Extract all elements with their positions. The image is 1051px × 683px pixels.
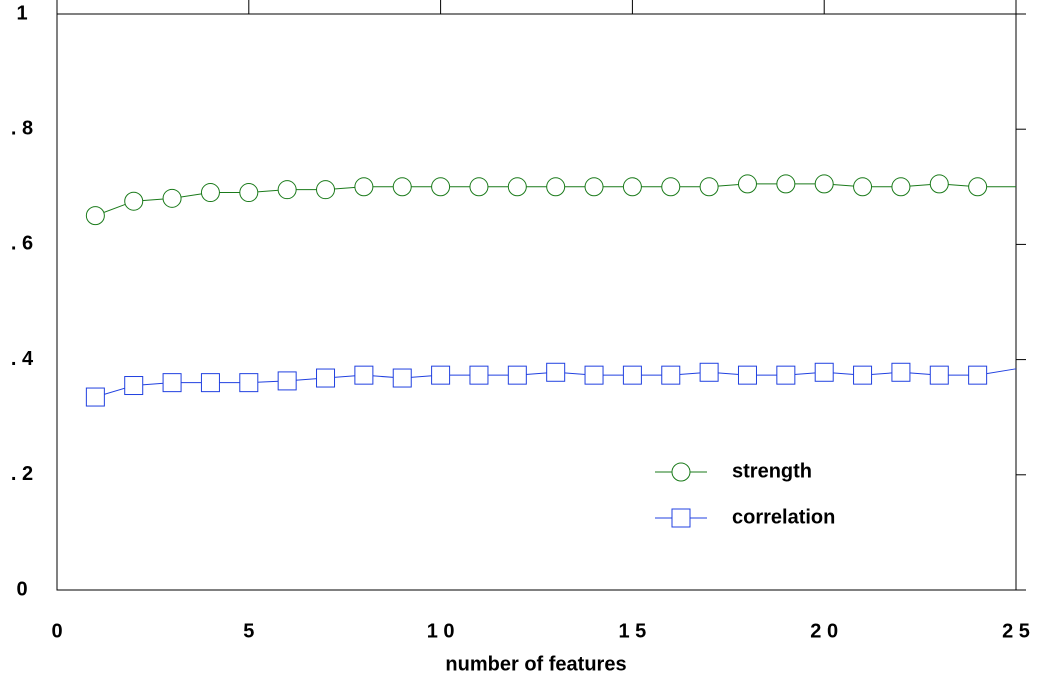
x-tick-label: 2 5 [1002, 620, 1030, 642]
point [968, 177, 988, 197]
point [392, 368, 412, 388]
point [737, 174, 757, 194]
point [124, 191, 144, 211]
point [776, 174, 796, 194]
point [507, 365, 527, 385]
point [814, 362, 834, 382]
point [814, 174, 834, 194]
point [699, 362, 719, 382]
point [277, 371, 297, 391]
point [162, 188, 182, 208]
x-tick-label: 0 [51, 620, 62, 642]
point [431, 365, 451, 385]
point [85, 206, 105, 226]
point [277, 180, 297, 200]
point [354, 365, 374, 385]
x-tick-label: 2 0 [810, 620, 838, 642]
point [699, 177, 719, 197]
x-tick-label: 5 [243, 620, 254, 642]
point [929, 174, 949, 194]
point [584, 365, 604, 385]
y-tick-label: 1 [16, 2, 27, 24]
point [661, 365, 681, 385]
point [661, 177, 681, 197]
x-tick-label: 1 0 [427, 620, 455, 642]
point [239, 183, 259, 203]
legend-marker [671, 508, 691, 528]
point [737, 365, 757, 385]
point [85, 387, 105, 407]
point [929, 365, 949, 385]
y-tick-label: 0 [16, 578, 27, 600]
point [124, 376, 144, 396]
point [469, 177, 489, 197]
point [507, 177, 527, 197]
y-tick-label: . 2 [11, 463, 33, 485]
point [316, 180, 336, 200]
plot-frame [56, 13, 1017, 591]
point [891, 177, 911, 197]
point [546, 362, 566, 382]
point [622, 365, 642, 385]
point [200, 183, 220, 203]
point [392, 177, 412, 197]
point [853, 177, 873, 197]
y-tick-label: . 4 [11, 348, 34, 370]
point [162, 373, 182, 393]
point [968, 365, 988, 385]
point [584, 177, 604, 197]
point [239, 373, 259, 393]
point [200, 373, 220, 393]
point [431, 177, 451, 197]
x-tick-label: 1 5 [618, 620, 646, 642]
point [776, 365, 796, 385]
y-tick-label: . 6 [11, 233, 33, 255]
point [469, 365, 489, 385]
point [316, 368, 336, 388]
point [354, 177, 374, 197]
legend-label: correlation [732, 506, 835, 528]
y-tick-label: . 8 [11, 117, 33, 139]
point [546, 177, 566, 197]
legend-marker [671, 462, 691, 482]
point [891, 362, 911, 382]
legend-label: strength [732, 460, 812, 482]
point [622, 177, 642, 197]
x-axis-label: number of features [445, 653, 626, 675]
point [853, 365, 873, 385]
